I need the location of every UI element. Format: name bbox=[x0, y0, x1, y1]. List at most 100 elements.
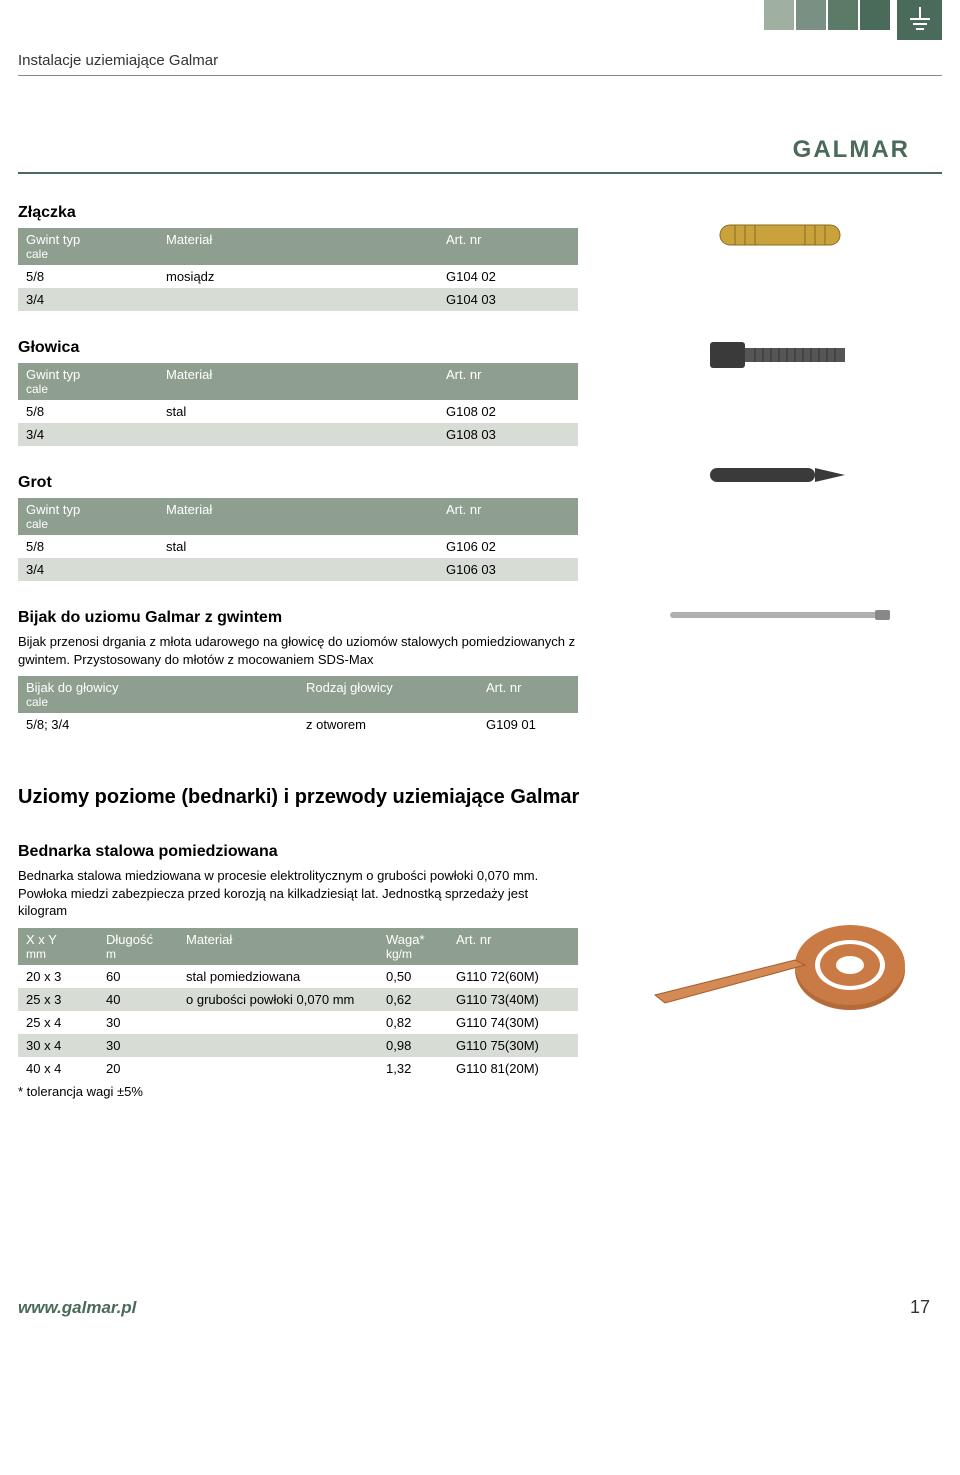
product-image-strip bbox=[640, 900, 920, 1020]
desc-bednarka: Bednarka stalowa miedziowana w procesie … bbox=[18, 867, 578, 920]
cell: 3/4 bbox=[18, 288, 158, 311]
cell: G110 75(30M) bbox=[448, 1034, 578, 1057]
cell: 30 bbox=[98, 1011, 178, 1034]
table-row: 5/8; 3/4z otworemG109 01 bbox=[18, 713, 578, 736]
product-image-coupling bbox=[680, 200, 880, 270]
th: Bijak do głowicy bbox=[26, 680, 119, 695]
cell: stal bbox=[158, 400, 438, 423]
swatch-1 bbox=[764, 0, 794, 30]
cell: 1,32 bbox=[378, 1057, 448, 1080]
cell bbox=[158, 288, 438, 311]
cell bbox=[178, 1034, 378, 1057]
cell: 0,50 bbox=[378, 965, 448, 988]
brand-logo: GALMAR bbox=[0, 76, 960, 172]
ground-icon bbox=[897, 0, 942, 40]
cell: 3/4 bbox=[18, 423, 158, 446]
top-bar bbox=[0, 0, 960, 40]
th: Długość bbox=[106, 932, 153, 947]
table-row: 5/8stalG106 02 bbox=[18, 535, 578, 558]
swatch-4 bbox=[860, 0, 890, 30]
th: Art. nr bbox=[438, 363, 578, 400]
cell: 0,98 bbox=[378, 1034, 448, 1057]
th: Rodzaj głowicy bbox=[298, 676, 478, 713]
swatch-3 bbox=[828, 0, 858, 30]
table-row: 40 x 420 1,32G110 81(20M) bbox=[18, 1057, 578, 1080]
th: Materiał bbox=[158, 363, 438, 400]
table-row: 25 x 430 0,82G110 74(30M) bbox=[18, 1011, 578, 1034]
cell bbox=[178, 1057, 378, 1080]
footer-url: www.galmar.pl bbox=[18, 1298, 136, 1318]
th: Art. nr bbox=[448, 928, 578, 965]
cell: G110 72(60M) bbox=[448, 965, 578, 988]
th-sub: mm bbox=[26, 947, 90, 961]
cell: 25 x 4 bbox=[18, 1011, 98, 1034]
th-sub: cale bbox=[26, 247, 150, 261]
table-bednarka: X x Ymm Długośćm Materiał Waga*kg/m Art.… bbox=[18, 928, 578, 1080]
cell: G108 03 bbox=[438, 423, 578, 446]
table-row: 25 x 340o grubości powłoki 0,070 mm0,62G… bbox=[18, 988, 578, 1011]
cell: 25 x 3 bbox=[18, 988, 98, 1011]
page-header-title: Instalacje uziemiające Galmar bbox=[0, 40, 960, 73]
cell: 40 x 4 bbox=[18, 1057, 98, 1080]
table-row: 3/4 G108 03 bbox=[18, 423, 578, 446]
th: Art. nr bbox=[478, 676, 578, 713]
th: Materiał bbox=[178, 928, 378, 965]
table-row: 3/4 G106 03 bbox=[18, 558, 578, 581]
cell: 0,82 bbox=[378, 1011, 448, 1034]
cell: 3/4 bbox=[18, 558, 158, 581]
cell: G106 03 bbox=[438, 558, 578, 581]
cell: G109 01 bbox=[478, 713, 578, 736]
cell: 20 bbox=[98, 1057, 178, 1080]
th: Materiał bbox=[158, 498, 438, 535]
cell: 5/8 bbox=[18, 400, 158, 423]
cell: 5/8; 3/4 bbox=[18, 713, 298, 736]
th: X x Y bbox=[26, 932, 57, 947]
cell: stal pomiedziowana bbox=[178, 965, 378, 988]
th-sub: m bbox=[106, 947, 170, 961]
cell: 40 bbox=[98, 988, 178, 1011]
cell bbox=[158, 558, 438, 581]
cell: G104 03 bbox=[438, 288, 578, 311]
desc-bijak: Bijak przenosi drgania z młota udarowego… bbox=[18, 633, 578, 668]
cell: G110 73(40M) bbox=[448, 988, 578, 1011]
table-zlaczka: Gwint typcale Materiał Art. nr 5/8mosiąd… bbox=[18, 228, 578, 311]
th: Materiał bbox=[158, 228, 438, 265]
cell: G104 02 bbox=[438, 265, 578, 288]
cell: G110 74(30M) bbox=[448, 1011, 578, 1034]
cell: 30 x 4 bbox=[18, 1034, 98, 1057]
uziomy-title: Uziomy poziome (bednarki) i przewody uzi… bbox=[18, 786, 942, 809]
color-swatches bbox=[764, 0, 890, 30]
cell: 5/8 bbox=[18, 265, 158, 288]
brand-rule bbox=[18, 172, 942, 174]
product-image-rod bbox=[660, 580, 900, 650]
cell bbox=[178, 1011, 378, 1034]
cell: stal bbox=[158, 535, 438, 558]
content: Złączka Gwint typcale Materiał Art. nr 5… bbox=[0, 204, 960, 1099]
cell: 30 bbox=[98, 1034, 178, 1057]
th: Gwint typ bbox=[26, 502, 80, 517]
th-sub: kg/m bbox=[386, 947, 440, 961]
th-sub: cale bbox=[26, 517, 150, 531]
th: Gwint typ bbox=[26, 232, 80, 247]
table-row: 3/4 G104 03 bbox=[18, 288, 578, 311]
th: Gwint typ bbox=[26, 367, 80, 382]
footnote-bednarka: * tolerancja wagi ±5% bbox=[18, 1084, 942, 1099]
cell: o grubości powłoki 0,070 mm bbox=[178, 988, 378, 1011]
th: Waga* bbox=[386, 932, 425, 947]
cell: G106 02 bbox=[438, 535, 578, 558]
th: Art. nr bbox=[438, 228, 578, 265]
title-bednarka: Bednarka stalowa pomiedziowana bbox=[18, 843, 942, 861]
th-sub: cale bbox=[26, 382, 150, 396]
cell: G110 81(20M) bbox=[448, 1057, 578, 1080]
page-number: 17 bbox=[910, 1297, 930, 1318]
table-row: 5/8stalG108 02 bbox=[18, 400, 578, 423]
table-row: 5/8mosiądzG104 02 bbox=[18, 265, 578, 288]
th-sub: cale bbox=[26, 695, 290, 709]
cell: 60 bbox=[98, 965, 178, 988]
cell: 5/8 bbox=[18, 535, 158, 558]
cell bbox=[158, 423, 438, 446]
footer: www.galmar.pl 17 bbox=[0, 1127, 960, 1338]
cell: z otworem bbox=[298, 713, 478, 736]
table-row: 30 x 430 0,98G110 75(30M) bbox=[18, 1034, 578, 1057]
product-image-bolt bbox=[680, 320, 880, 390]
